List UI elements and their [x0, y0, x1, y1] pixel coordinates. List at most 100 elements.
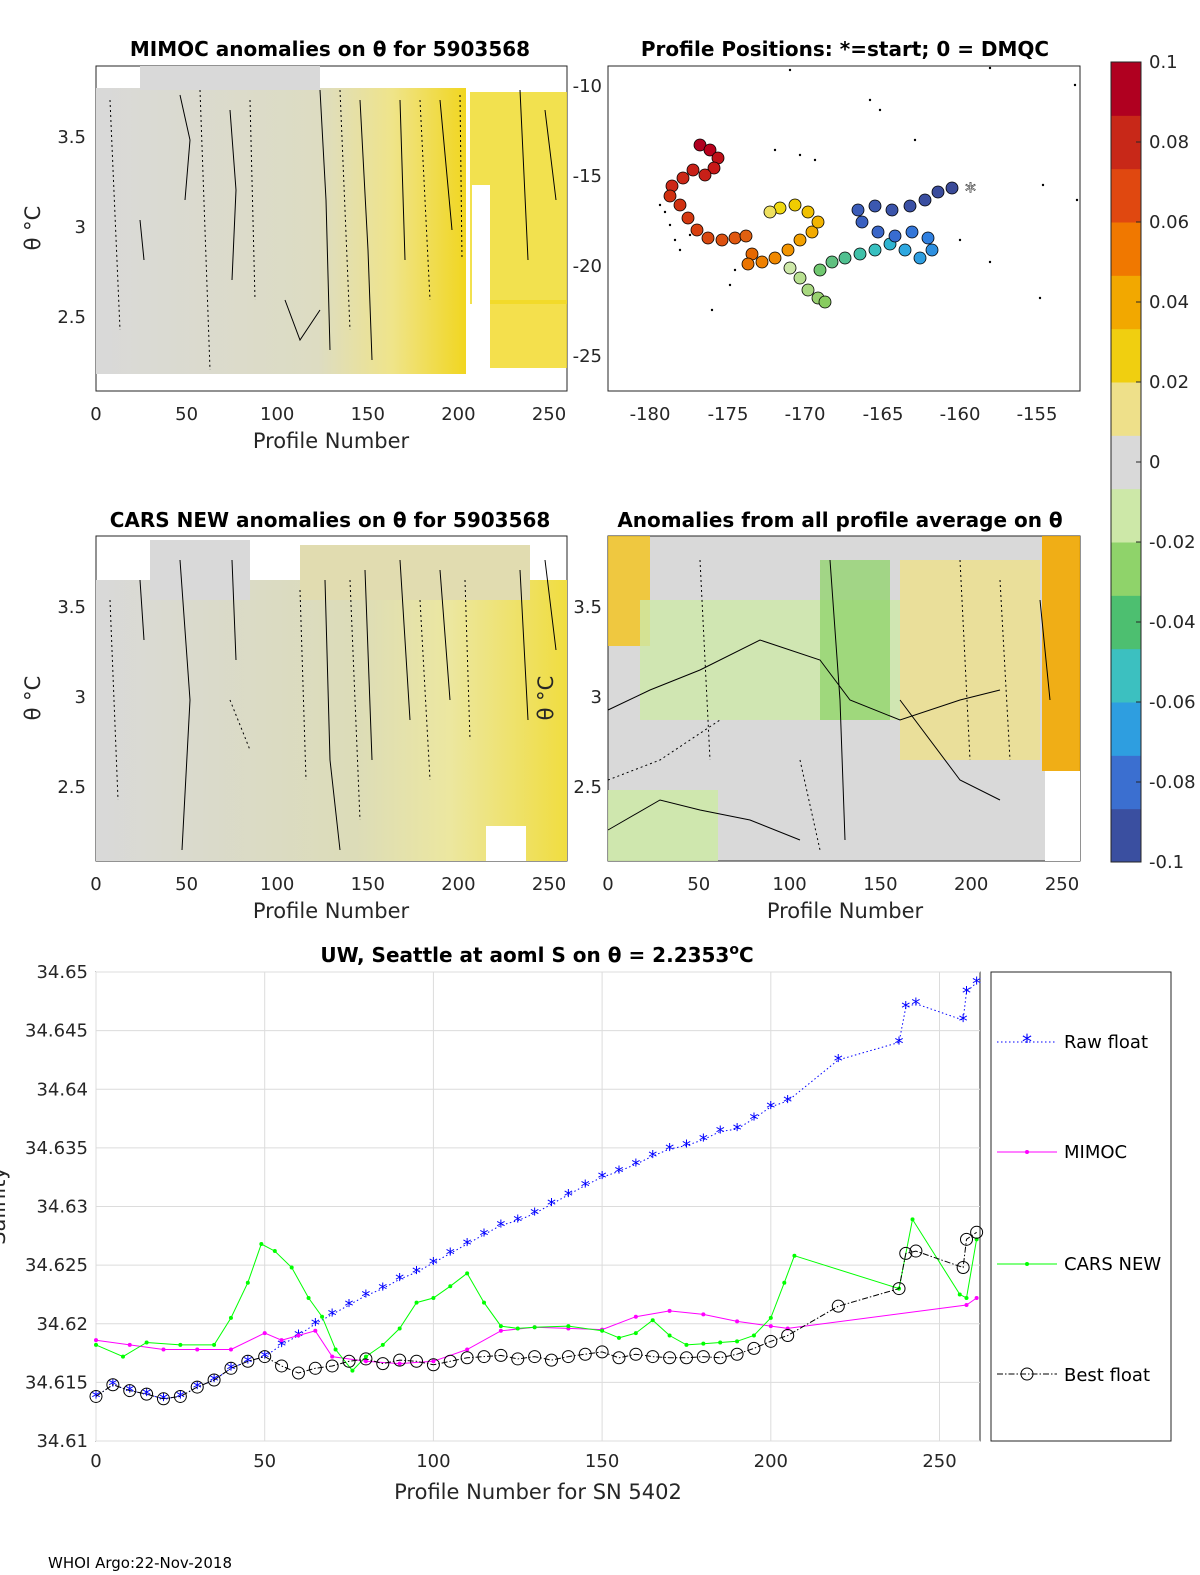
data-point [397, 1361, 402, 1366]
legend-raw-float: * Raw float [997, 1030, 1148, 1054]
data-point: * [682, 1137, 691, 1158]
data-point [465, 1347, 470, 1352]
data-point [735, 1339, 740, 1344]
data-point: * [665, 1140, 674, 1161]
legend-box [990, 971, 1172, 1442]
data-point: * [972, 974, 981, 995]
data-point [296, 1333, 301, 1338]
data-point [397, 1326, 402, 1331]
data-point: * [513, 1212, 522, 1233]
cars-ytick: 3 [75, 687, 86, 708]
data-point: * [547, 1195, 556, 1216]
series-raw-float: * * * * * * * * * * * * * * * * * * * * * * * * * * * * * * * * * * * * * * * *… [92, 974, 982, 1411]
data-point [144, 1340, 149, 1345]
mimoc-anomaly-top [140, 66, 320, 90]
legend-mimoc: MIMOC [997, 1142, 1127, 1163]
colorbar-segment [1111, 542, 1141, 596]
data-point [960, 1232, 974, 1246]
data-point: * [496, 1216, 505, 1237]
data-point [477, 1350, 491, 1364]
mimoc-xtick: 200 [441, 404, 475, 425]
data-point [498, 1328, 503, 1333]
allavg-contours-dotted [607, 559, 1011, 851]
data-point [330, 1354, 335, 1359]
data-point [123, 1384, 137, 1398]
cars-xlabel: Profile Number [253, 899, 410, 923]
islands [658, 66, 1079, 312]
data-point [272, 1249, 277, 1254]
colorbar-segment [1111, 648, 1141, 703]
data-point: * [260, 1348, 269, 1369]
allavg-y-ticks: 2.5 3 3.5 [573, 597, 602, 798]
cars-ytick: 3.5 [57, 597, 86, 618]
salinity-x-ticks: 0 50 100 150 200 250 [90, 1451, 956, 1472]
data-point [595, 1345, 609, 1359]
cars-xtick: 200 [441, 874, 475, 895]
data-point: * [598, 1168, 607, 1189]
data-point [768, 1315, 773, 1320]
positions-xtick: -175 [708, 404, 749, 425]
data-point [633, 1314, 638, 1319]
data-point: * [125, 1382, 134, 1403]
data-point [650, 1318, 655, 1323]
series-cars-new [94, 1217, 979, 1373]
mimoc-x-ticks: 0 50 100 150 200 250 [90, 404, 566, 425]
salinity-ytick: 34.625 [25, 1255, 88, 1276]
legend-label: Raw float [1064, 1032, 1148, 1053]
colorbar-blocks [1111, 62, 1141, 863]
data-point [190, 1380, 204, 1394]
data-point [782, 1280, 787, 1285]
data-point [275, 1359, 289, 1373]
salinity-ytick: 34.64 [36, 1079, 88, 1100]
data-point [262, 1331, 267, 1336]
colorbar-tick-label: -0.08 [1149, 772, 1196, 793]
legend-best-float: Best float [997, 1365, 1150, 1386]
colorbar-tick-label: 0.08 [1149, 132, 1189, 153]
data-point: * [766, 1098, 775, 1119]
data-point: * [412, 1263, 421, 1284]
salinity-legend: * Raw float MIMOC CARS NEW Best float [990, 971, 1172, 1442]
data-point [684, 1342, 689, 1347]
allavg-right-edge [1045, 771, 1080, 861]
colorbar-tick-label: 0.06 [1149, 212, 1189, 233]
mimoc-title: MIMOC anomalies on θ for 5903568 [130, 37, 530, 61]
data-point: * [176, 1387, 185, 1408]
data-point [566, 1324, 571, 1329]
allavg-ytick: 3.5 [573, 597, 602, 618]
salinity-xtick: 50 [253, 1451, 276, 1472]
data-point [751, 1333, 756, 1338]
data-point [228, 1315, 233, 1320]
data-point: * [733, 1120, 742, 1141]
allavg-panel: Anomalies from all profile average on θ … [534, 508, 1081, 923]
data-point: * [959, 1011, 968, 1032]
data-point: * [749, 1110, 758, 1131]
colorbar-segment [1111, 168, 1141, 223]
data-point: * [226, 1359, 235, 1380]
mimoc-ytick: 2.5 [57, 307, 86, 328]
data-point: * [648, 1147, 657, 1168]
data-point [482, 1300, 487, 1305]
positions-xtick: -155 [1017, 404, 1058, 425]
data-point [667, 1333, 672, 1338]
allavg-title: Anomalies from all profile average on θ [617, 508, 1062, 532]
cars-contours [139, 559, 557, 851]
data-point [363, 1354, 368, 1359]
salinity-ytick: 34.65 [36, 962, 88, 983]
legend-label: MIMOC [1064, 1142, 1127, 1163]
data-point [696, 1350, 710, 1364]
salinity-xlabel: Profile Number for SN 5402 [394, 1480, 682, 1504]
data-point: * [463, 1235, 472, 1256]
data-point [393, 1353, 407, 1367]
data-point [342, 1354, 356, 1368]
data-point: * [581, 1176, 590, 1197]
allavg-xlabel: Profile Number [767, 899, 924, 923]
data-point: * [210, 1371, 219, 1392]
data-point [544, 1353, 558, 1367]
allavg-xtick: 250 [1045, 874, 1079, 895]
colorbar-tick-label: -0.02 [1149, 532, 1196, 553]
data-point [333, 1347, 338, 1352]
data-point [120, 1354, 125, 1359]
positions-xtick: -180 [630, 404, 671, 425]
colorbar-tick-label: 0 [1149, 452, 1160, 473]
data-point [313, 1328, 318, 1333]
